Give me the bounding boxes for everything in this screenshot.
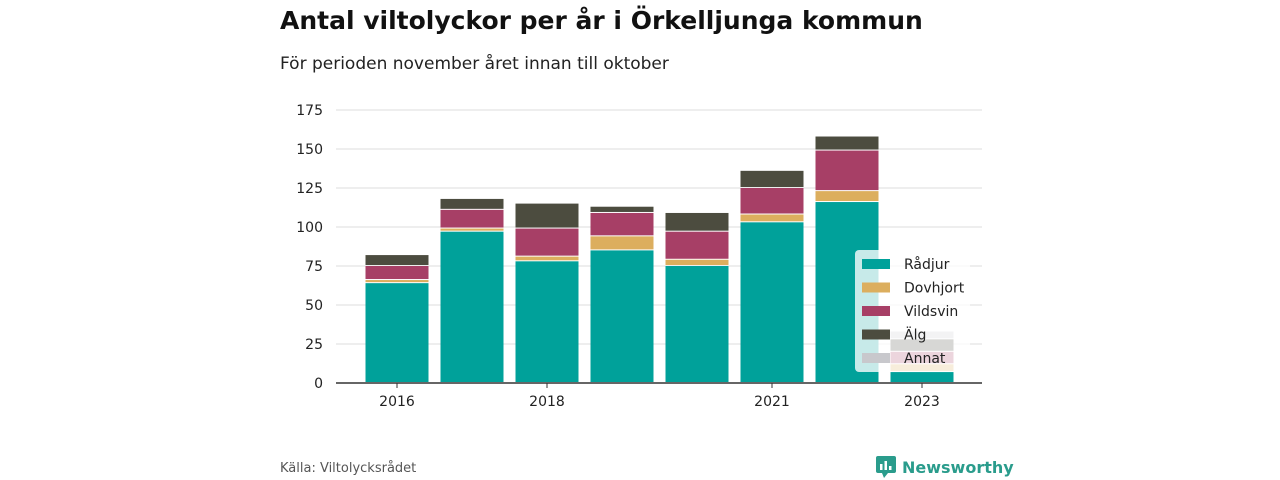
- bar-segment-dovhjort[interactable]: [665, 259, 729, 265]
- legend-label: Vildsvin: [904, 304, 958, 320]
- x-tick-label: 2016: [379, 394, 415, 410]
- bar-segment-rådjur[interactable]: [590, 250, 654, 382]
- chart-title: Antal viltolyckor per år i Örkelljunga k…: [280, 6, 923, 35]
- bars: [365, 136, 954, 382]
- legend-swatch: [862, 259, 890, 269]
- bar-segment-vildsvin[interactable]: [365, 266, 429, 280]
- brand-logo[interactable]: Newsworthy: [876, 455, 1014, 479]
- bar-segment-dovhjort[interactable]: [740, 214, 804, 222]
- x-tick-label: 2021: [754, 394, 790, 410]
- legend-label: Annat: [904, 351, 946, 367]
- y-tick-label: 50: [305, 298, 323, 314]
- legend-label: Älg: [904, 326, 926, 344]
- bar-segment-rådjur[interactable]: [890, 372, 954, 382]
- x-tick-label: 2023: [904, 394, 940, 410]
- bar-segment-rådjur[interactable]: [740, 222, 804, 382]
- bar-segment-älg[interactable]: [590, 206, 654, 212]
- y-tick-label: 25: [305, 337, 323, 353]
- bar-segment-rådjur[interactable]: [665, 266, 729, 382]
- brand-name: Newsworthy: [902, 457, 1014, 477]
- x-axis-ticks: 2016 2018 2021 2023: [379, 383, 940, 410]
- bar-segment-vildsvin[interactable]: [515, 228, 579, 256]
- bar-segment-älg[interactable]: [815, 136, 879, 150]
- bar-segment-dovhjort[interactable]: [815, 191, 879, 202]
- legend-swatch: [862, 353, 890, 363]
- bar-segment-vildsvin[interactable]: [740, 188, 804, 214]
- y-tick-label: 0: [314, 376, 323, 392]
- y-tick-label: 125: [296, 181, 323, 197]
- legend-background: [855, 250, 970, 372]
- legend-label: Rådjur: [904, 256, 950, 273]
- x-tick-label: 2018: [529, 394, 565, 410]
- newsworthy-logo-icon: [876, 456, 896, 478]
- bar-segment-dovhjort[interactable]: [590, 236, 654, 250]
- bar-segment-älg[interactable]: [515, 203, 579, 228]
- bar-segment-vildsvin[interactable]: [665, 231, 729, 259]
- legend-swatch: [862, 306, 890, 316]
- y-tick-label: 100: [296, 220, 323, 236]
- legend-swatch: [862, 282, 890, 293]
- bar-segment-vildsvin[interactable]: [815, 150, 879, 191]
- bar-segment-älg[interactable]: [440, 198, 504, 209]
- bar-segment-älg[interactable]: [365, 255, 429, 265]
- bar-segment-rådjur[interactable]: [440, 231, 504, 382]
- bar-segment-älg[interactable]: [740, 170, 804, 187]
- bar-segment-dovhjort[interactable]: [365, 280, 429, 283]
- bar-segment-rådjur[interactable]: [515, 261, 579, 382]
- chart-subtitle: För perioden november året innan till ok…: [280, 54, 669, 74]
- bar-segment-dovhjort[interactable]: [440, 228, 504, 231]
- source-label: Källa: Viltolycksrådet: [280, 461, 417, 476]
- legend-label: Dovhjort: [904, 281, 965, 297]
- y-tick-label: 175: [296, 103, 323, 119]
- legend-swatch: [862, 329, 890, 340]
- bar-segment-älg[interactable]: [665, 212, 729, 231]
- bar-segment-vildsvin[interactable]: [590, 212, 654, 236]
- y-tick-label: 150: [296, 142, 323, 158]
- y-tick-label: 75: [305, 259, 323, 275]
- legend: Rådjur Dovhjort Vildsvin Älg Annat: [855, 250, 970, 372]
- bar-segment-vildsvin[interactable]: [440, 209, 504, 228]
- bar-segment-dovhjort[interactable]: [515, 256, 579, 261]
- bar-segment-rådjur[interactable]: [365, 283, 429, 382]
- y-axis-ticks: 0 25 50 75 100 125 150 175: [296, 103, 323, 392]
